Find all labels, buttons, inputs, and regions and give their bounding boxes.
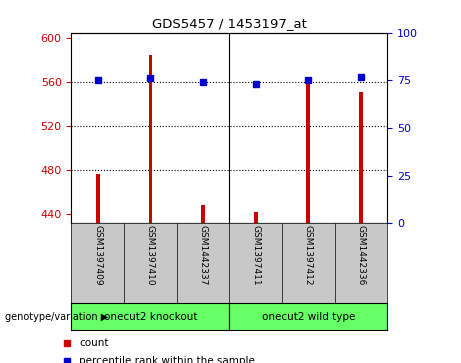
Bar [148,55,152,223]
Bar [254,212,258,223]
Text: percentile rank within the sample: percentile rank within the sample [79,356,255,363]
Text: GSM1397412: GSM1397412 [304,225,313,285]
Bar [359,92,363,223]
Text: genotype/variation ▶: genotype/variation ▶ [5,312,108,322]
Bar [96,174,100,223]
Bar [307,82,310,223]
Text: GSM1397410: GSM1397410 [146,225,155,285]
Text: GSM1397411: GSM1397411 [251,225,260,285]
Text: onecut2 wild type: onecut2 wild type [261,312,355,322]
Text: GSM1442337: GSM1442337 [199,225,207,285]
Title: GDS5457 / 1453197_at: GDS5457 / 1453197_at [152,17,307,30]
Text: GSM1442336: GSM1442336 [356,225,366,285]
Text: count: count [79,338,108,348]
Bar [201,204,205,223]
Text: onecut2 knockout: onecut2 knockout [104,312,197,322]
Text: GSM1397409: GSM1397409 [93,225,102,285]
